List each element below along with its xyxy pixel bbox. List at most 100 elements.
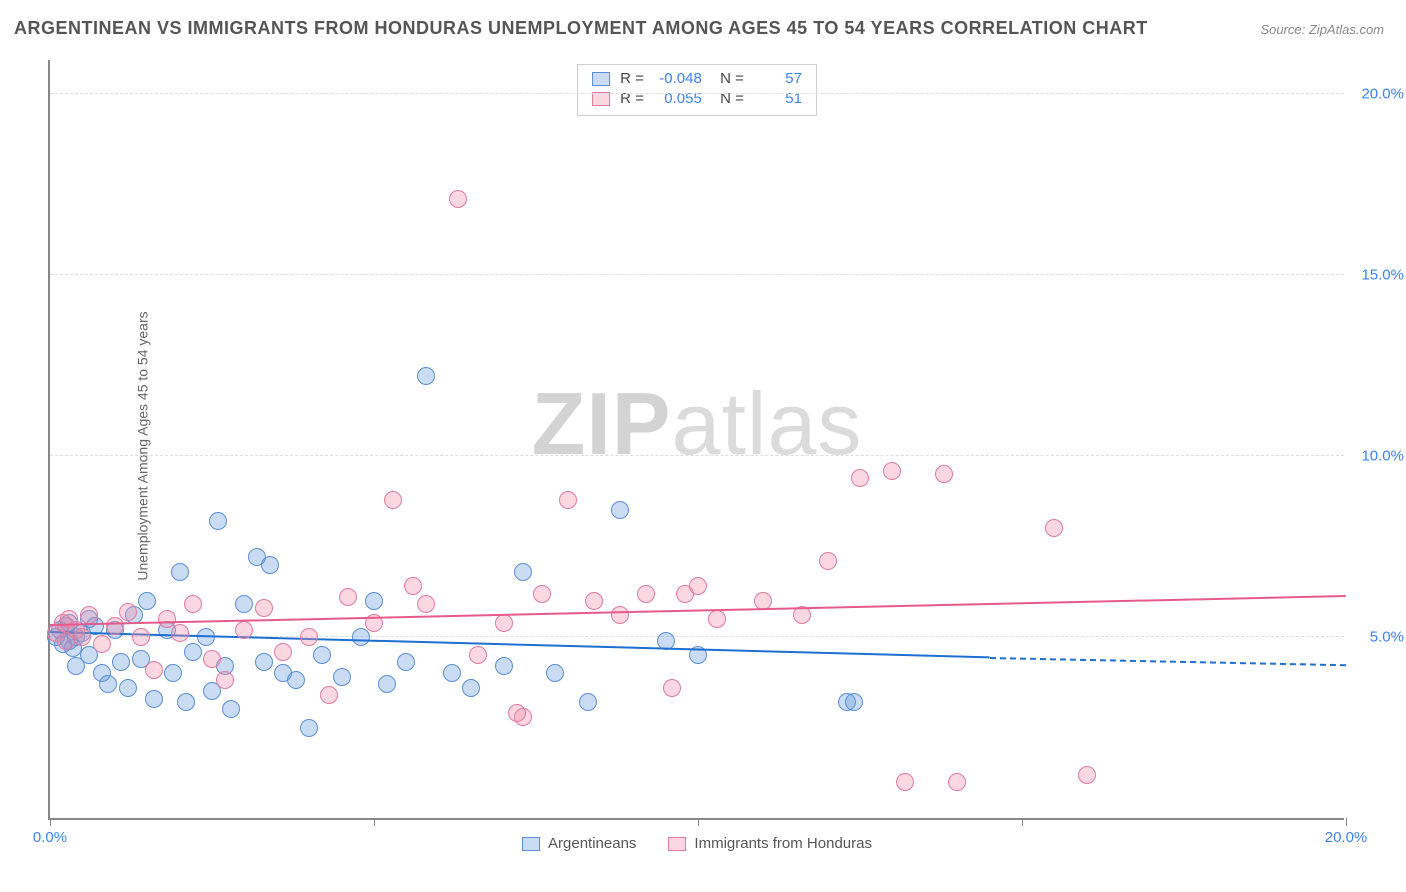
point-honduras [274,643,292,661]
x-tick-label: 20.0% [1325,829,1368,846]
gridline [50,274,1344,275]
point-honduras [339,588,357,606]
legend: Argentineans Immigrants from Honduras [522,835,872,852]
point-honduras [158,610,176,628]
point-honduras [533,585,551,603]
point-argentinean [138,592,156,610]
point-argentinean [235,595,253,613]
point-honduras [585,592,603,610]
correlation-stats-box: R = -0.048 N = 57 R = 0.055 N = 51 [577,64,817,116]
x-tick [50,818,51,826]
point-argentinean [495,657,513,675]
n-value-1: 57 [754,69,802,89]
trendline-argentinean-dashed [990,657,1346,666]
legend-swatch-2 [668,837,686,851]
point-argentinean [462,679,480,697]
point-argentinean [112,653,130,671]
point-argentinean [287,671,305,689]
point-argentinean [417,367,435,385]
legend-label-1: Argentineans [548,835,636,852]
point-honduras [203,650,221,668]
point-argentinean [119,679,137,697]
chart-container: ARGENTINEAN VS IMMIGRANTS FROM HONDURAS … [0,0,1406,892]
point-honduras [235,621,253,639]
point-argentinean [261,556,279,574]
stats-row-series-2: R = 0.055 N = 51 [592,89,802,109]
source-attribution: Source: ZipAtlas.com [1260,22,1384,37]
point-honduras [851,469,869,487]
y-tick-label: 5.0% [1349,629,1404,646]
point-argentinean [365,592,383,610]
point-honduras [508,704,526,722]
n-label: N = [712,89,744,109]
x-tick-label: 0.0% [33,829,67,846]
point-honduras [320,686,338,704]
point-argentinean [845,693,863,711]
point-honduras [106,617,124,635]
point-honduras [896,773,914,791]
point-honduras [404,577,422,595]
point-honduras [559,491,577,509]
stats-row-series-1: R = -0.048 N = 57 [592,69,802,89]
point-honduras [948,773,966,791]
legend-label-2: Immigrants from Honduras [694,835,872,852]
point-honduras [132,628,150,646]
gridline [50,455,1344,456]
n-value-2: 51 [754,89,802,109]
gridline [50,93,1344,94]
point-honduras [184,595,202,613]
point-argentinean [99,675,117,693]
point-honduras [93,635,111,653]
point-argentinean [378,675,396,693]
point-honduras [216,671,234,689]
point-honduras [449,190,467,208]
point-argentinean [579,693,597,711]
r-value-1: -0.048 [654,69,702,89]
point-argentinean [333,668,351,686]
point-argentinean [313,646,331,664]
point-honduras [171,624,189,642]
point-argentinean [546,664,564,682]
x-tick [1022,818,1023,826]
point-honduras [119,603,137,621]
point-honduras [883,462,901,480]
y-tick-label: 15.0% [1349,267,1404,284]
point-argentinean [164,664,182,682]
point-argentinean [443,664,461,682]
point-argentinean [255,653,273,671]
point-honduras [637,585,655,603]
legend-item-2: Immigrants from Honduras [668,835,872,852]
y-tick-label: 20.0% [1349,86,1404,103]
point-argentinean [514,563,532,581]
point-argentinean [611,501,629,519]
point-honduras [1078,766,1096,784]
point-honduras [611,606,629,624]
point-honduras [663,679,681,697]
swatch-series-1 [592,72,610,86]
point-honduras [819,552,837,570]
point-honduras [73,628,91,646]
point-argentinean [300,719,318,737]
x-tick [1346,818,1347,826]
r-label: R = [620,89,644,109]
point-honduras [145,661,163,679]
point-honduras [80,606,98,624]
point-argentinean [184,643,202,661]
point-honduras [300,628,318,646]
point-honduras [469,646,487,664]
r-value-2: 0.055 [654,89,702,109]
point-argentinean [397,653,415,671]
point-honduras [1045,519,1063,537]
point-argentinean [352,628,370,646]
point-honduras [417,595,435,613]
point-honduras [495,614,513,632]
point-honduras [384,491,402,509]
n-label: N = [712,69,744,89]
chart-title: ARGENTINEAN VS IMMIGRANTS FROM HONDURAS … [14,18,1148,39]
point-argentinean [209,512,227,530]
legend-swatch-1 [522,837,540,851]
watermark: ZIPatlas [532,373,863,475]
point-honduras [255,599,273,617]
scatter-plot-area: ZIPatlas R = -0.048 N = 57 R = 0.055 N =… [48,60,1344,820]
point-honduras [935,465,953,483]
